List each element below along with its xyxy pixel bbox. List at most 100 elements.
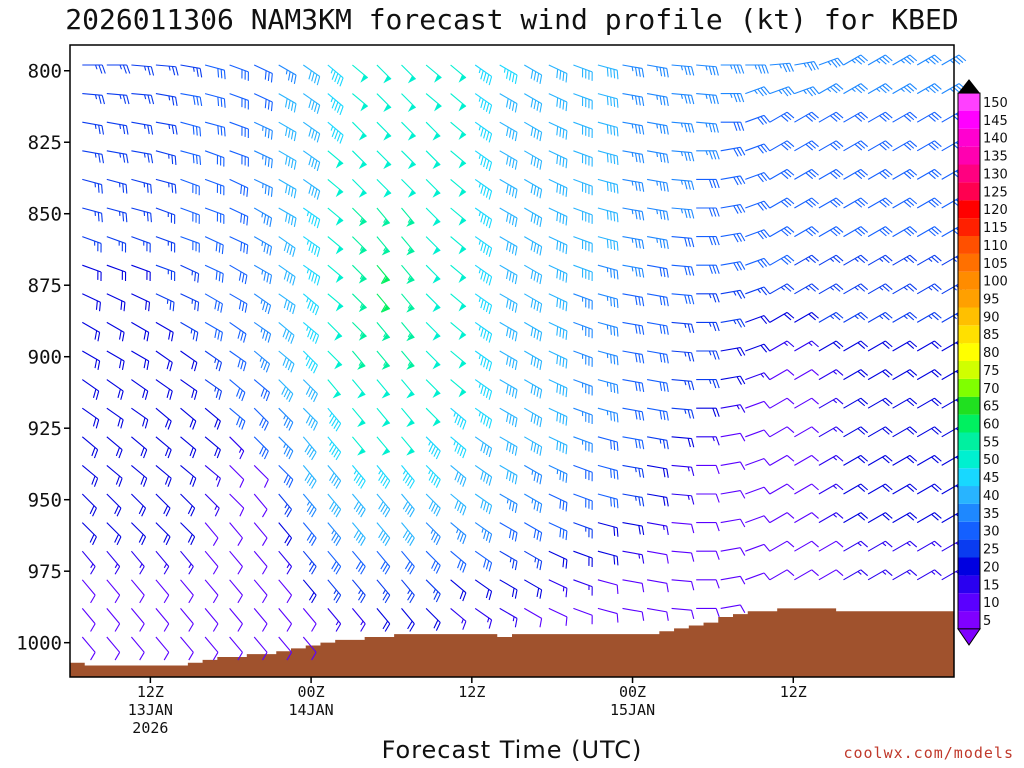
wind-barb — [204, 64, 226, 80]
wind-barb — [278, 436, 294, 460]
wind-barb — [131, 350, 150, 370]
wind-barb — [180, 608, 194, 632]
colorbar-label: 60 — [983, 418, 1000, 433]
wind-barb — [82, 321, 101, 342]
wind-barb — [745, 400, 771, 409]
wind-barb — [278, 407, 294, 431]
wind-barb — [425, 93, 442, 112]
wind-barb — [106, 464, 123, 487]
wind-barb — [401, 379, 415, 399]
wind-barb — [180, 150, 202, 166]
wind-barb — [229, 493, 245, 517]
wind-barb — [794, 311, 819, 323]
wind-barb — [696, 464, 720, 475]
wind-barb — [180, 579, 194, 604]
wind-barb — [155, 150, 177, 166]
wind-barb — [916, 283, 942, 295]
wind-barb — [696, 522, 720, 532]
wind-barb — [499, 150, 518, 170]
wind-barb — [597, 121, 619, 137]
colorbar-swatch — [958, 164, 980, 183]
wind-barb — [450, 436, 467, 459]
wind-barb — [622, 350, 645, 364]
wind-barb — [278, 150, 297, 170]
wind-barb — [81, 608, 96, 632]
wind-barb — [720, 518, 746, 528]
wind-barb — [720, 203, 746, 214]
wind-barb — [892, 54, 918, 66]
wind-barb — [916, 54, 942, 66]
wind-barb — [843, 512, 869, 524]
wind-barb — [597, 436, 619, 452]
wind-barb — [769, 569, 795, 581]
wind-barb — [82, 121, 105, 135]
wind-barb — [253, 293, 272, 315]
wind-barb — [597, 236, 619, 251]
wind-barb — [376, 179, 392, 198]
wind-barb — [622, 178, 645, 192]
wind-barb — [597, 379, 619, 394]
wind-barb — [474, 150, 493, 172]
colorbar-swatch — [958, 611, 980, 629]
wind-barb — [376, 579, 391, 604]
wind-barb — [941, 83, 967, 95]
colorbar-swatch — [958, 200, 980, 219]
wind-barb — [573, 207, 593, 224]
wind-barb — [204, 436, 221, 459]
wind-barb — [548, 436, 568, 455]
colorbar-label: 5 — [983, 614, 991, 629]
wind-barb — [499, 550, 518, 571]
wind-barb — [474, 264, 493, 286]
wind-barb — [401, 179, 417, 198]
wind-barb — [155, 93, 178, 107]
wind-barb — [696, 207, 720, 217]
wind-barb — [524, 436, 543, 456]
wind-barb — [106, 379, 124, 400]
wind-barb — [352, 322, 367, 341]
wind-barb — [106, 350, 125, 370]
wind-barb — [278, 579, 293, 604]
wind-barb — [941, 54, 967, 66]
wind-barb — [253, 522, 268, 546]
wind-barb — [647, 522, 669, 536]
wind-barb — [867, 340, 893, 352]
colorbar-swatch — [958, 414, 980, 433]
wind-barb — [425, 121, 441, 141]
wind-barb — [450, 64, 467, 83]
wind-barb — [327, 436, 342, 461]
wind-barb — [131, 464, 148, 487]
wind-barb — [450, 264, 467, 283]
wind-barb — [843, 454, 869, 466]
wind-barb — [647, 579, 669, 593]
wind-barb — [622, 579, 645, 593]
wind-barb — [794, 454, 819, 466]
wind-barb — [745, 543, 771, 552]
wind-barb — [474, 321, 493, 343]
wind-barb — [548, 493, 568, 512]
wind-barb — [867, 512, 893, 524]
wind-barb — [671, 522, 695, 534]
wind-barb — [916, 397, 942, 409]
wind-barb — [573, 178, 593, 196]
wind-barb — [548, 522, 568, 541]
wind-barb — [720, 432, 746, 442]
wind-barb — [769, 483, 795, 495]
wind-barb — [548, 379, 568, 398]
wind-barb — [843, 197, 869, 209]
wind-barb — [745, 343, 771, 353]
wind-barb — [376, 493, 391, 518]
wind-barb — [352, 264, 367, 284]
wind-barb — [131, 121, 154, 135]
wind-barb — [131, 150, 154, 164]
terrain-surface — [70, 608, 954, 677]
wind-barb — [916, 426, 942, 438]
wind-barb — [327, 350, 343, 370]
wind-barb — [376, 550, 391, 575]
wind-barb — [671, 93, 695, 105]
wind-barb — [499, 264, 518, 285]
wind-barb — [867, 569, 893, 581]
colorbar-label: 105 — [983, 257, 1008, 272]
wind-barb — [622, 93, 645, 107]
wind-barb — [892, 226, 918, 238]
wind-barb — [425, 579, 441, 603]
